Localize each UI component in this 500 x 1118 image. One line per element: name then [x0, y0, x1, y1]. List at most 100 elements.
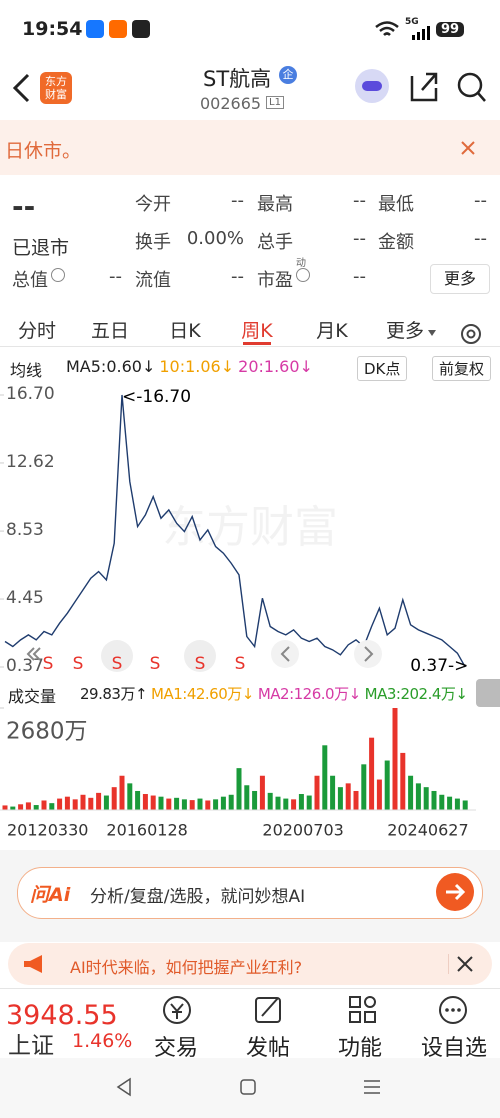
index-name: 上证 [8, 1033, 54, 1059]
x-tick-label: 20240627 [387, 821, 468, 840]
volume-bar [103, 795, 109, 810]
signal: S [195, 654, 206, 674]
field-label: 金额 [378, 232, 414, 253]
tab[interactable]: 五日 [90, 320, 130, 342]
wifi-icon [375, 21, 399, 36]
time: 19:54 [22, 18, 83, 40]
volume-bar [142, 794, 148, 810]
stock-code: 002665 [200, 94, 262, 113]
signal: S [150, 654, 161, 674]
volume-bar [127, 783, 133, 810]
volume-bar [415, 783, 421, 810]
max-label: <-16.70 [122, 387, 191, 407]
volume-bar [88, 797, 94, 810]
field-value: -- [353, 190, 366, 211]
field-value: -- [353, 266, 366, 287]
banner-close[interactable] [448, 954, 478, 974]
volume-bar [345, 783, 351, 810]
volume-bar [337, 787, 343, 810]
nav-item[interactable]: 交易 [153, 1036, 199, 1061]
nav-bubble [271, 640, 299, 668]
adjust-button[interactable]: 前复权 [432, 356, 492, 381]
volume-bar [306, 795, 312, 810]
tab-icons[interactable] [426, 322, 486, 346]
status: 已退市 [12, 237, 70, 259]
more-button[interactable]: 更多 [430, 264, 490, 294]
tab[interactable]: 分时 [17, 320, 57, 342]
ma-label: MA2:126.0万↓ [257, 685, 361, 703]
watermark: 东方财富 [162, 502, 338, 553]
volume-indicator: 成交量 [8, 687, 57, 706]
nav-icons[interactable] [150, 994, 490, 1026]
tab[interactable]: 日K [169, 320, 201, 342]
ma-label: MA3:202.4万↓ [364, 685, 468, 703]
ma-label: 29.83万↑ [80, 685, 148, 703]
volume-bar [431, 790, 437, 810]
x-tick-label: 20200703 [262, 821, 343, 840]
volume-bar [158, 796, 164, 810]
indicator: 均线 [10, 361, 43, 380]
nav-item[interactable]: 发帖 [245, 1036, 291, 1061]
volume-bar [244, 785, 250, 810]
volume-bar [236, 768, 242, 810]
volume-bar [259, 775, 265, 810]
ai-search[interactable] [17, 867, 483, 919]
dk-button[interactable]: DK点 [357, 356, 408, 381]
y-tick-label: 8.53 [6, 520, 44, 540]
ai-go[interactable] [435, 872, 475, 912]
close-notice[interactable] [460, 140, 476, 156]
x-tick-label: 20160128 [106, 821, 187, 840]
nav-item[interactable]: 功能 [337, 1036, 383, 1061]
volume-bar [18, 804, 24, 810]
tab[interactable]: 更多 [385, 320, 425, 342]
field-value: -- [474, 228, 487, 249]
y-tick-label: 2680万 [6, 719, 88, 745]
banner-text: AI时代来临，如何把握产业红利? [70, 958, 303, 977]
nav-arrows [26, 646, 374, 662]
volume-bar [2, 805, 8, 810]
volume-bar [267, 792, 273, 810]
notice-bar [0, 120, 500, 175]
field-value: -- [109, 266, 122, 287]
ma-label: 20:1.60↓ [238, 357, 313, 376]
volume-bar [135, 790, 141, 810]
signal-icon [412, 26, 430, 40]
volume-bar [408, 775, 414, 810]
nav-item[interactable]: 设自选 [420, 1036, 488, 1061]
field-note: 动 [296, 258, 306, 269]
index-change: 1.46% [72, 1030, 133, 1052]
y-tick-label: 0.37 [6, 656, 44, 676]
system-buttons[interactable] [110, 1075, 390, 1099]
index-value: 3948.55 [6, 1000, 118, 1031]
min-label: 0.37-> [410, 656, 468, 676]
volume-bar [369, 737, 375, 810]
volume-bar [252, 790, 258, 810]
volume-bar [205, 800, 211, 810]
level: L1 [266, 96, 284, 109]
volume-bar [213, 799, 219, 810]
volume-bar [25, 802, 31, 810]
field-value: 0.00% [186, 228, 244, 249]
tab[interactable]: 周K [241, 320, 273, 342]
field-label: 今开 [135, 194, 171, 215]
signal-bubble [101, 640, 133, 672]
volume-bar [447, 796, 453, 810]
field-label: 流值 [135, 270, 171, 291]
system-nav [0, 1058, 500, 1118]
volume-bar [291, 799, 297, 810]
logo: 东方财富 [40, 72, 72, 104]
side-toggle[interactable] [476, 679, 500, 707]
back-button[interactable] [10, 72, 32, 104]
volume-bar [111, 787, 117, 810]
volume-bar [423, 787, 429, 810]
tab[interactable]: 月K [316, 320, 348, 342]
volume-bar [96, 792, 102, 810]
volume-bar [57, 798, 63, 810]
banner[interactable] [8, 943, 492, 985]
signal-bubble [184, 640, 216, 672]
app-icons [86, 20, 150, 38]
header-icons[interactable] [350, 66, 490, 106]
field-label: 总值 [12, 270, 48, 291]
field-value: -- [231, 266, 244, 287]
